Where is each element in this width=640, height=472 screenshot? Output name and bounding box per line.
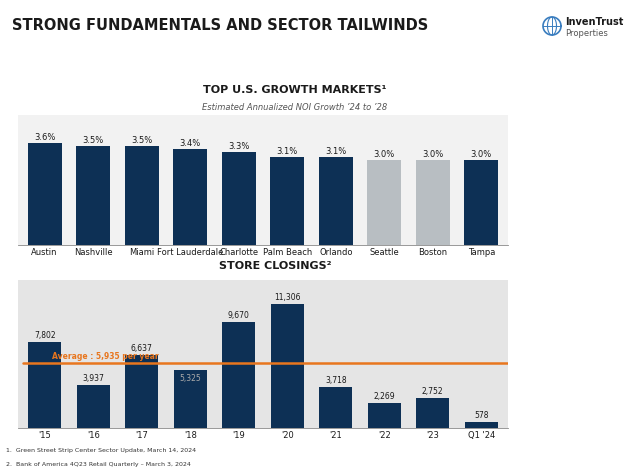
Text: 3.0%: 3.0% [470, 150, 492, 159]
Text: 3.4%: 3.4% [180, 139, 201, 148]
Bar [416, 398, 449, 428]
Text: 3,937: 3,937 [83, 374, 104, 383]
Text: 1.  Green Street Strip Center Sector Update, March 14, 2024: 1. Green Street Strip Center Sector Upda… [6, 448, 196, 453]
Text: 3.3%: 3.3% [228, 142, 250, 151]
Text: 3.5%: 3.5% [131, 136, 152, 145]
Text: Store Openings: Store Openings [528, 273, 614, 283]
Text: Estimated Annualized NOI Growth ’24 to ’28: Estimated Annualized NOI Growth ’24 to ’… [202, 103, 387, 112]
Text: 2,752: 2,752 [422, 387, 444, 396]
Text: 3.5%: 3.5% [83, 136, 104, 145]
Text: InvenTrust: InvenTrust [565, 17, 623, 27]
Text: 9,670: 9,670 [228, 311, 250, 320]
Bar [125, 146, 159, 245]
Bar [173, 149, 207, 245]
Bar [367, 160, 401, 245]
Text: 3,718: 3,718 [325, 376, 347, 385]
Bar [319, 387, 352, 428]
Bar [465, 160, 499, 245]
Text: Robust Sun Belt demographics and essential retail dynamics driving long-term gro: Robust Sun Belt demographics and essenti… [65, 61, 575, 71]
Text: 3.6%: 3.6% [34, 133, 56, 142]
Text: 5,325: 5,325 [179, 374, 201, 383]
Text: 7,802: 7,802 [34, 331, 56, 340]
Bar [465, 421, 498, 428]
Bar [271, 304, 304, 428]
Text: TOP U.S. GROWTH MARKETS¹: TOP U.S. GROWTH MARKETS¹ [203, 85, 386, 95]
Text: Q1 2024 = ~1,580: Q1 2024 = ~1,580 [532, 306, 611, 315]
Bar [28, 343, 61, 428]
Bar [125, 355, 158, 428]
Bar [319, 157, 353, 245]
Text: 2023 = ~4,650: 2023 = ~4,650 [539, 292, 603, 301]
Text: 11,306: 11,306 [274, 293, 301, 302]
Text: 6,637: 6,637 [131, 344, 153, 353]
Bar [222, 152, 256, 245]
Text: 3.1%: 3.1% [325, 147, 346, 156]
Text: 2,269: 2,269 [374, 392, 395, 401]
Text: Sun Belt Markets: Sun Belt Markets [531, 110, 612, 119]
Text: 3.0%: 3.0% [374, 150, 395, 159]
Text: STORE CLOSINGS²: STORE CLOSINGS² [219, 261, 332, 270]
Text: Current and Target: Current and Target [526, 95, 616, 104]
Text: Average : 5,935 per year: Average : 5,935 per year [52, 352, 159, 361]
Bar [77, 385, 109, 428]
Bar [368, 403, 401, 428]
Text: 3.0%: 3.0% [422, 150, 444, 159]
Text: 3.1%: 3.1% [276, 147, 298, 156]
Text: 2.  Bank of America 4Q23 Retail Quarterly – March 3, 2024: 2. Bank of America 4Q23 Retail Quarterly… [6, 463, 191, 467]
Bar [173, 370, 207, 428]
Bar [416, 160, 450, 245]
Text: STRONG FUNDAMENTALS AND SECTOR TAILWINDS: STRONG FUNDAMENTALS AND SECTOR TAILWINDS [12, 18, 428, 34]
Bar [28, 143, 61, 245]
Bar [76, 146, 110, 245]
Text: 578: 578 [474, 411, 488, 420]
Text: 7: 7 [616, 449, 625, 463]
Text: Properties: Properties [565, 29, 608, 39]
Bar [222, 322, 255, 428]
Bar [270, 157, 304, 245]
